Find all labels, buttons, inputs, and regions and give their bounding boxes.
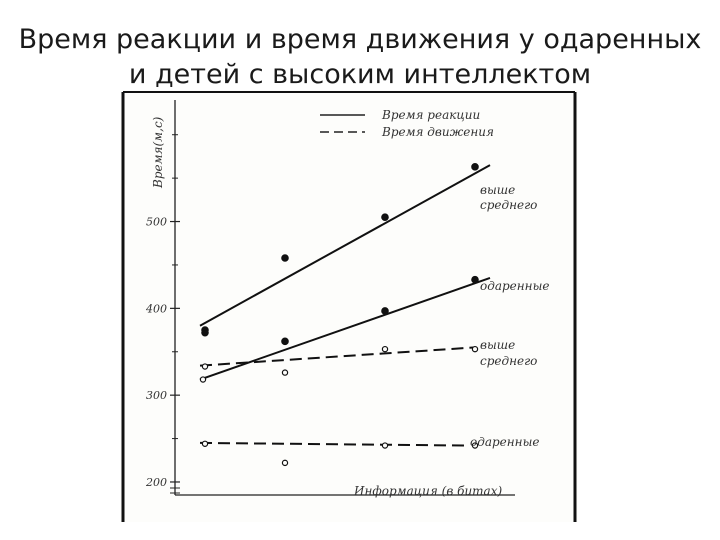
data-point: [201, 440, 209, 447]
data-point: [199, 376, 207, 383]
series-line: [199, 441, 466, 447]
data-point: [281, 459, 289, 467]
series-lines: [199, 164, 491, 447]
y-ticks: 200 300 400 500: [145, 134, 180, 489]
y-tick-label: 300: [146, 389, 167, 402]
y-tick-label: 400: [145, 302, 167, 315]
legend: Время реакции Время движения: [320, 108, 494, 139]
slide-title: Время реакции и время движения у одаренн…: [0, 22, 720, 92]
data-point: [471, 275, 479, 284]
series-line: [199, 164, 491, 327]
legend-label-movement: Время движения: [381, 125, 494, 139]
chart-svg: 200 300 400 500 Время(м,с) Информация (в би…: [121, 91, 577, 522]
series-label-reaction-above-line1: выше: [480, 183, 515, 197]
y-tick-label: 200: [145, 476, 167, 489]
title-line-2: и детей с высоким интеллектом: [128, 59, 592, 90]
series-label-reaction-gifted: одаренные: [480, 279, 549, 293]
data-point: [381, 442, 389, 449]
data-point: [281, 254, 289, 262]
data-point: [281, 337, 289, 346]
data-point: [381, 213, 389, 221]
data-point: [471, 345, 479, 353]
series-label-reaction-above-line2: среднего: [480, 198, 537, 212]
series-line: [199, 346, 476, 367]
series-label-movement-above-line2: среднего: [480, 354, 537, 368]
data-point: [471, 163, 479, 171]
data-point: [201, 363, 209, 370]
legend-label-reaction: Время реакции: [381, 108, 480, 122]
series-label-movement-above-line1: выше: [480, 338, 515, 352]
y-tick-label: 500: [146, 216, 167, 229]
series-markers: [199, 163, 479, 467]
data-point: [471, 442, 479, 449]
data-point: [201, 328, 209, 337]
scanned-figure: 200 300 400 500 Время(м,с) Информация (в би…: [120, 90, 578, 522]
series-line: [199, 277, 491, 381]
series-label-movement-gifted: одаренные: [470, 435, 539, 449]
data-point: [281, 369, 289, 376]
title-line-1: Время реакции и время движения у одаренн…: [18, 24, 702, 55]
series-labels: выше среднего одаренные выше среднего од…: [470, 183, 549, 449]
data-point: [381, 345, 389, 353]
x-axis-label: Информация (в битах): [353, 484, 502, 498]
y-axis-label: Время(м,с): [151, 116, 165, 189]
data-point: [381, 307, 389, 315]
